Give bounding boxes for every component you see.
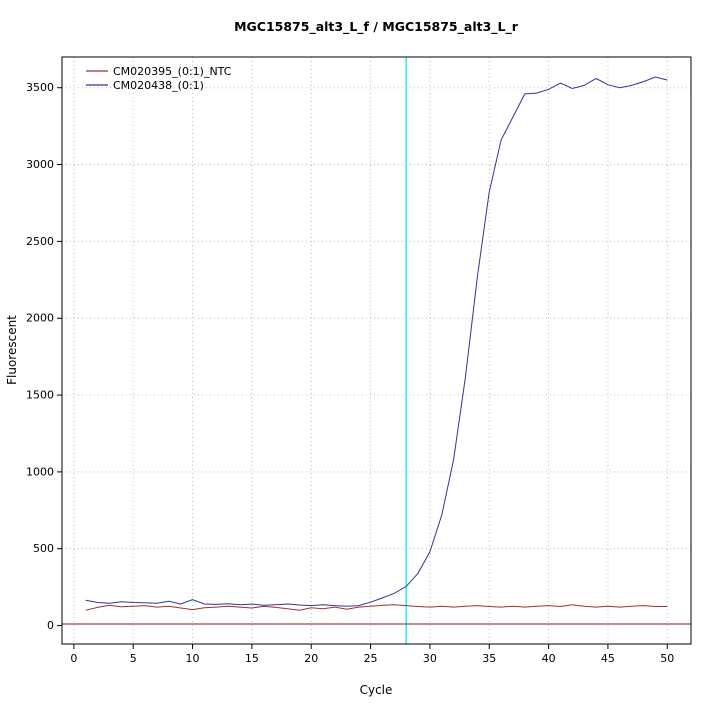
x-tick-label: 10 (186, 652, 200, 665)
x-tick-label: 30 (423, 652, 437, 665)
x-axis-label: Cycle (360, 683, 393, 697)
x-tick-label: 15 (245, 652, 259, 665)
y-tick-label: 2000 (26, 312, 54, 325)
x-tick-label: 35 (482, 652, 496, 665)
y-tick-label: 3500 (26, 81, 54, 94)
y-tick-label: 0 (47, 619, 54, 632)
x-tick-label: 45 (601, 652, 615, 665)
y-tick-label: 2500 (26, 235, 54, 248)
x-tick-label: 0 (70, 652, 77, 665)
y-tick-label: 500 (33, 542, 54, 555)
y-tick-label: 1000 (26, 465, 54, 478)
y-tick-label: 1500 (26, 389, 54, 402)
chart-title: MGC15875_alt3_L_f / MGC15875_alt3_L_r (234, 19, 519, 35)
series-line-1 (85, 76, 668, 607)
plot-layer: 0 5 10 15 20 25 30 35 40 45 5005001000150020002500… (26, 56, 692, 665)
x-tick-label: 40 (542, 652, 556, 665)
x-tick-label: 20 (304, 652, 318, 665)
y-tick-label: 3000 (26, 158, 54, 171)
plot-border (61, 56, 692, 645)
x-tick-label: 50 (660, 652, 674, 665)
legend-label-ntc: CM020395_(0:1)_NTC (113, 65, 232, 78)
y-axis-label: Fluorescent (5, 315, 19, 385)
x-tick-label: 25 (364, 652, 378, 665)
series-line-0 (85, 604, 668, 611)
legend: CM020395_(0:1)_NTC CM020438_(0:1) (86, 65, 232, 92)
x-tick-label: 5 (130, 652, 137, 665)
legend-label-sample: CM020438_(0:1) (113, 79, 204, 92)
